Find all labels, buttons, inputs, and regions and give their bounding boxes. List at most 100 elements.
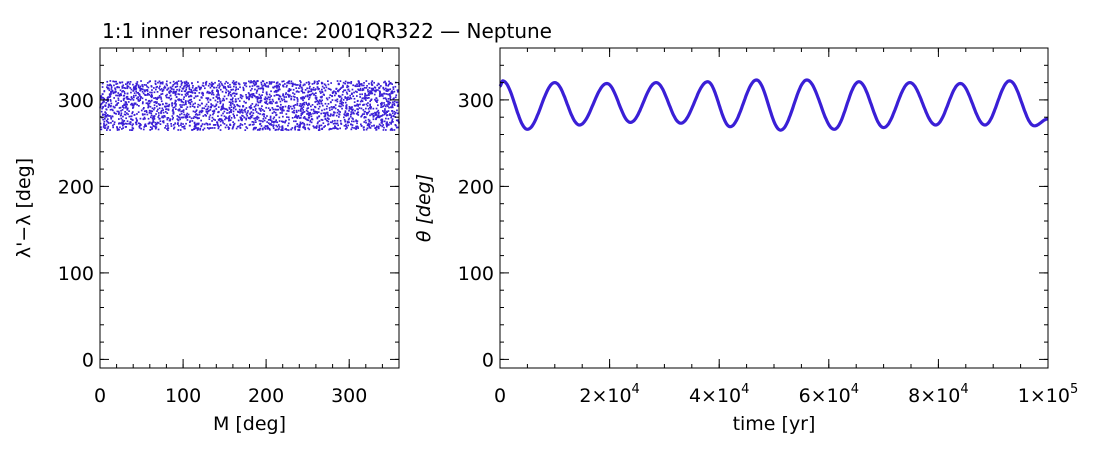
scatter-point [285,92,287,94]
scatter-point [228,116,230,118]
scatter-point [301,103,304,105]
scatter-point [179,113,181,116]
scatter-point [265,101,268,104]
scatter-point [294,126,296,129]
scatter-point [335,122,337,125]
scatter-point [136,83,138,86]
x-tick-label: 2×104 [579,382,639,407]
scatter-point [122,124,124,127]
scatter-point [193,115,196,118]
scatter-point [186,112,189,115]
scatter-point [109,95,112,97]
scatter-point [202,85,205,87]
scatter-point [194,127,197,130]
scatter-point [229,91,232,93]
scatter-point [118,128,120,131]
scatter-point [205,108,208,111]
scatter-point [145,84,147,86]
scatter-point [280,103,282,106]
scatter-point [123,104,125,107]
scatter-point [249,89,252,92]
scatter-point [228,112,230,114]
scatter-point [378,111,380,114]
scatter-point [228,106,231,109]
scatter-point [308,102,310,105]
scatter-point [248,93,251,96]
scatter-point [124,87,127,90]
scatter-point [352,108,354,111]
scatter-point [324,84,327,87]
scatter-point [390,106,392,109]
scatter-point [285,128,287,130]
scatter-point [153,87,155,89]
scatter-point [211,110,214,113]
scatter-point [305,101,307,104]
scatter-point [393,103,396,105]
scatter-point [191,105,194,107]
scatter-point [341,93,344,96]
scatter-point [133,88,136,91]
scatter-point [235,86,237,89]
scatter-point [364,119,367,122]
scatter-point [153,118,156,120]
scatter-point [149,100,152,103]
scatter-point [244,108,246,111]
scatter-point [253,80,256,82]
scatter-point [110,90,112,93]
scatter-point [205,80,208,83]
scatter-point [294,83,297,86]
scatter-point [332,127,335,129]
scatter-point [350,111,353,113]
scatter-points [99,80,400,131]
scatter-point [337,124,339,127]
scatter-point [147,100,150,102]
scatter-point [260,87,263,89]
scatter-point [240,118,242,120]
scatter-point [318,128,321,130]
scatter-point [188,99,191,102]
scatter-point [108,89,111,92]
scatter-point [244,129,247,131]
scatter-point [345,114,348,116]
scatter-point [218,118,221,120]
scatter-point [173,127,175,130]
scatter-point [340,105,342,108]
scatter-point [344,110,347,112]
scatter-point [391,104,394,107]
scatter-point [116,104,118,106]
scatter-point [313,93,316,95]
scatter-point [255,111,258,113]
scatter-point [124,92,126,95]
scatter-point [256,118,259,120]
scatter-point [125,126,127,128]
scatter-point [246,111,249,114]
scatter-point [118,107,121,109]
scatter-point [272,127,275,130]
x-tick-label-base: 4×10 [689,385,741,407]
scatter-point [372,118,375,121]
scatter-point [297,115,300,118]
scatter-point [172,117,174,119]
scatter-point [381,114,383,117]
scatter-point [136,103,138,106]
scatter-point [229,83,231,86]
scatter-point [239,94,242,96]
scatter-point [193,128,196,130]
scatter-point [115,94,117,97]
scatter-point [180,80,182,82]
scatter-point [136,81,139,83]
scatter-point [239,111,241,114]
scatter-point [274,89,277,92]
scatter-point [217,106,220,108]
scatter-point [312,125,315,127]
scatter-point [212,86,215,89]
scatter-point [195,110,197,113]
scatter-point [251,114,254,117]
scatter-point [100,128,103,131]
scatter-point [129,98,132,101]
scatter-point [288,118,290,121]
scatter-point [185,117,187,119]
scatter-point [355,119,357,122]
scatter-point [110,86,113,88]
scatter-point [353,120,355,123]
